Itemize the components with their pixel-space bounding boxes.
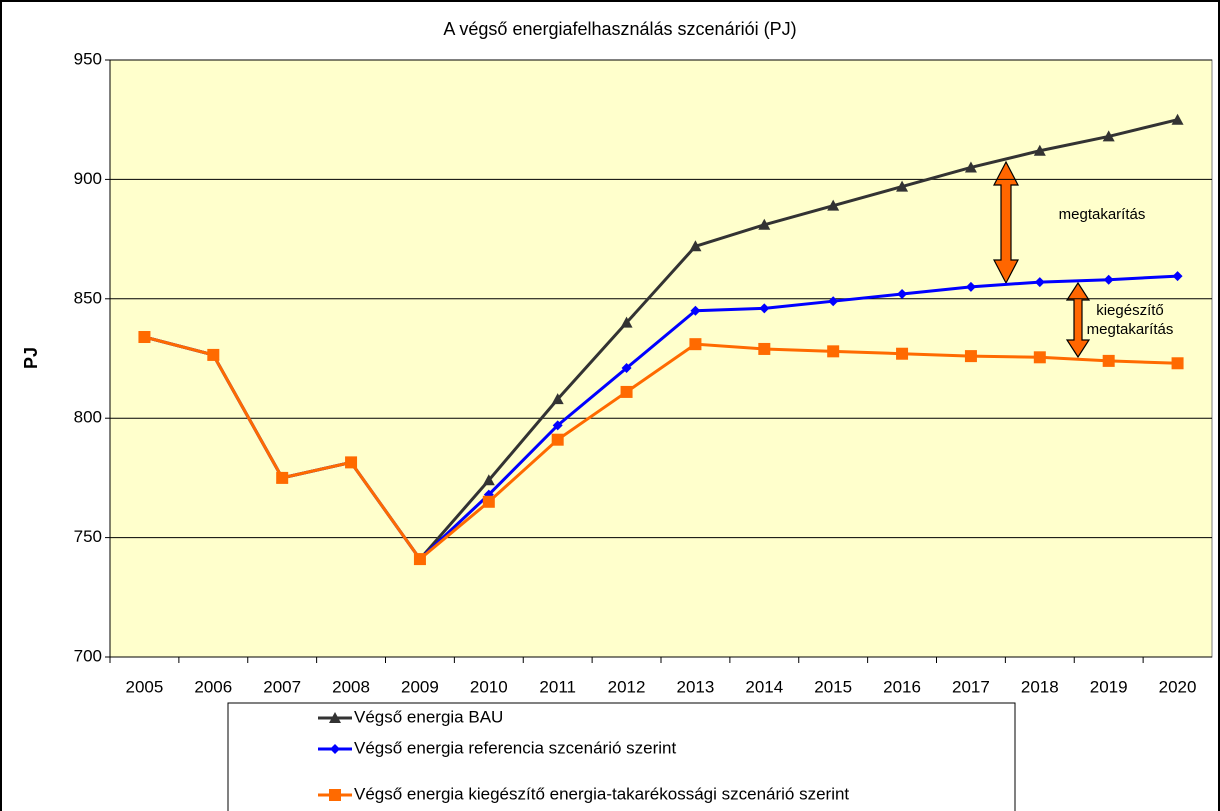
chart-title: A végső energiafelhasználás szcenáriói (… <box>443 19 796 39</box>
point <box>896 180 909 192</box>
point <box>207 348 220 361</box>
y-tick-label: 850 <box>74 288 102 307</box>
y-axis-label: PJ <box>21 347 41 369</box>
point <box>1033 144 1046 156</box>
y-tick-label: 950 <box>74 49 102 68</box>
series-line <box>144 335 1178 562</box>
point <box>758 342 771 355</box>
x-tick-label: 2015 <box>814 677 852 696</box>
point <box>758 218 771 230</box>
y-tick-label: 800 <box>74 408 102 427</box>
point <box>1171 357 1184 370</box>
x-tick-label: 2011 <box>539 677 576 696</box>
point <box>620 316 633 328</box>
point <box>964 161 977 173</box>
point <box>482 474 495 486</box>
x-tick-label: 2020 <box>1159 677 1197 696</box>
point <box>897 289 908 300</box>
legend-label: Végső energia referencia szcenárió szeri… <box>354 738 677 757</box>
point <box>690 305 701 316</box>
point <box>689 240 702 252</box>
y-tick-label: 900 <box>74 169 102 188</box>
annotation: kiegészítő <box>1096 302 1164 319</box>
point <box>621 363 632 374</box>
point <box>964 350 977 363</box>
x-tick-label: 2005 <box>126 677 164 696</box>
point <box>551 433 564 446</box>
legend-label: Végső energia BAU <box>354 707 503 726</box>
point <box>482 495 495 508</box>
annotation: megtakarítás <box>1059 206 1146 223</box>
point <box>689 338 702 351</box>
point <box>620 385 633 398</box>
x-tick-label: 2009 <box>401 677 439 696</box>
point <box>552 420 563 431</box>
point <box>896 347 909 360</box>
point <box>330 744 340 754</box>
point <box>1033 351 1046 364</box>
point <box>827 199 840 211</box>
x-tick-label: 2010 <box>470 677 508 696</box>
point <box>276 471 289 484</box>
x-tick-label: 2012 <box>608 677 646 696</box>
x-tick-label: 2006 <box>194 677 232 696</box>
point <box>828 296 839 307</box>
point <box>965 281 976 292</box>
x-tick-label: 2017 <box>952 677 990 696</box>
point <box>413 553 426 566</box>
point <box>551 393 564 405</box>
annotation: megtakarítás <box>1087 321 1174 338</box>
point <box>1034 277 1045 288</box>
point <box>1103 274 1114 285</box>
point <box>1172 271 1183 282</box>
point <box>1102 354 1115 367</box>
point <box>1102 130 1115 142</box>
x-tick-label: 2016 <box>883 677 921 696</box>
point <box>329 789 341 801</box>
point <box>1171 113 1184 125</box>
x-tick-label: 2013 <box>677 677 715 696</box>
x-tick-label: 2018 <box>1021 677 1059 696</box>
point <box>759 303 770 314</box>
legend-label: Végső energia kiegészítő energia-takarék… <box>354 784 849 803</box>
y-tick-label: 750 <box>74 527 102 546</box>
y-tick-label: 700 <box>74 646 102 665</box>
point <box>345 456 358 469</box>
legend <box>227 702 1016 811</box>
point <box>827 345 840 358</box>
x-tick-label: 2008 <box>332 677 370 696</box>
x-tick-label: 2019 <box>1090 677 1128 696</box>
x-tick-label: 2014 <box>745 677 783 696</box>
x-tick-label: 2007 <box>263 677 301 696</box>
point <box>329 712 341 723</box>
point <box>138 331 151 344</box>
